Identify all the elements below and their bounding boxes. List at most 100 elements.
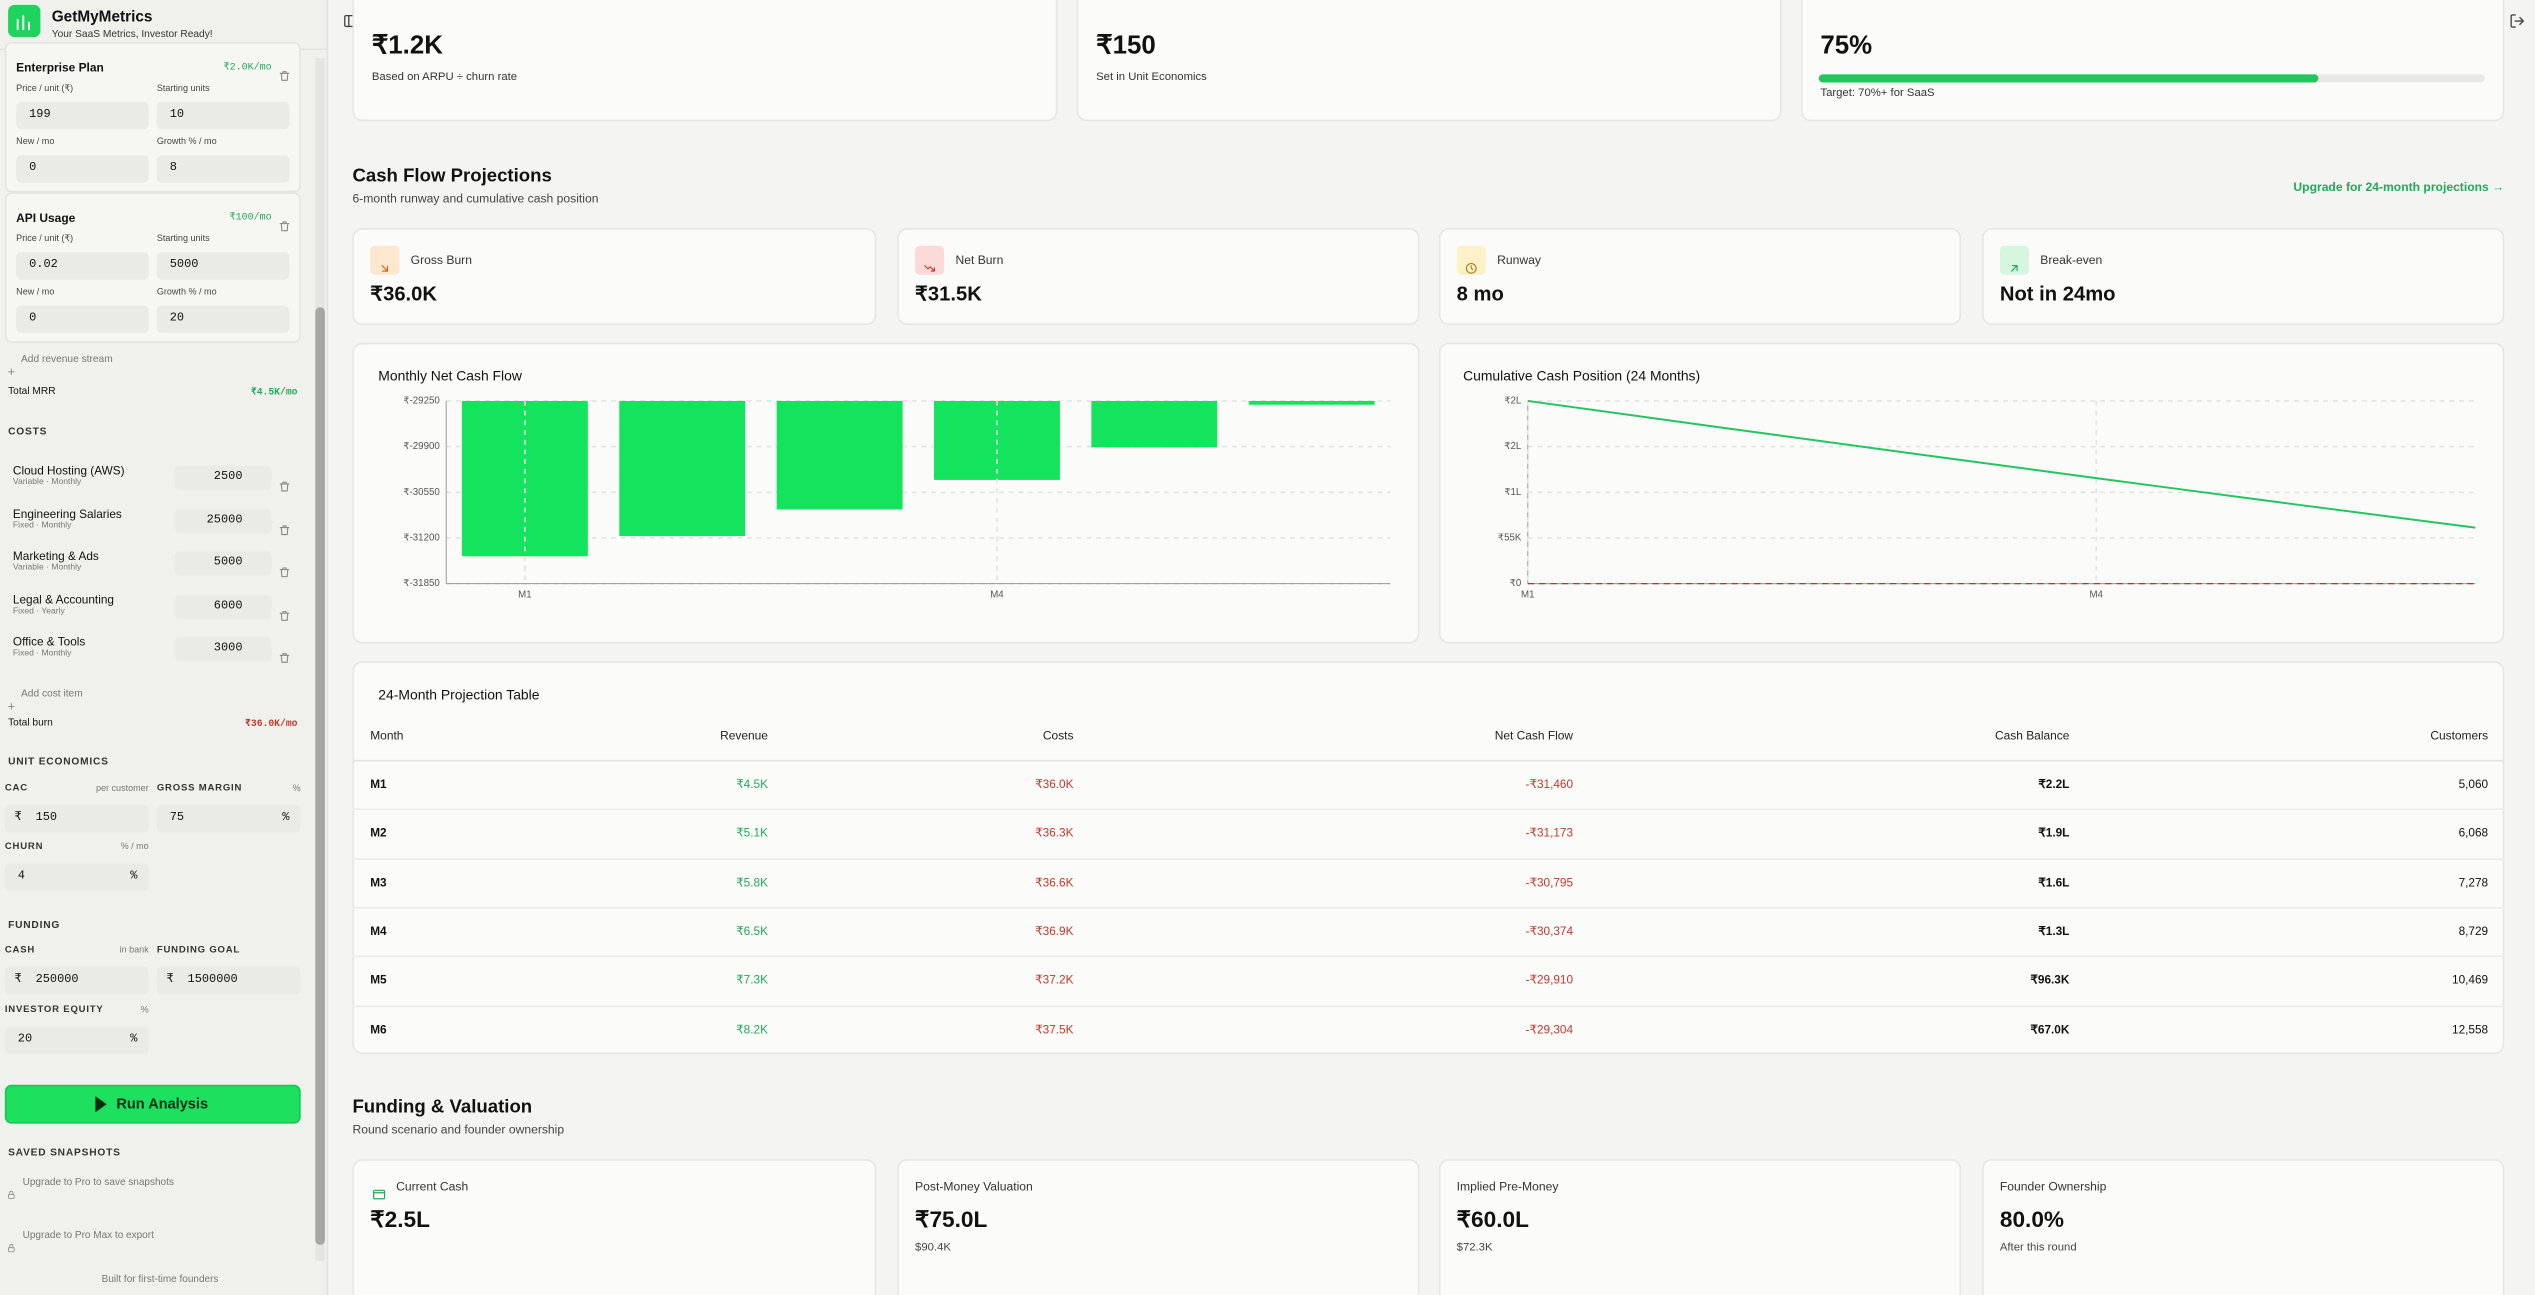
add-cost-item: Add cost item xyxy=(21,688,83,700)
icon-part xyxy=(2011,265,2018,272)
icon-part xyxy=(279,71,290,81)
table-cell: ₹7.3K xyxy=(736,972,768,988)
table-cell: M2 xyxy=(370,825,387,841)
metric-note: Set in Unit Economics xyxy=(1096,71,1207,84)
icon-part xyxy=(2510,14,2524,28)
field-suffix: % xyxy=(130,1032,138,1046)
column-header: Revenue xyxy=(720,727,768,743)
cost-value: 25000 xyxy=(206,513,243,527)
run-analysis-button[interactable] xyxy=(4,1084,301,1124)
table-cell: ₹36.9K xyxy=(1035,923,1074,939)
field-label: New / mo xyxy=(16,288,55,298)
field-label: CHURN xyxy=(4,842,44,853)
field-input[interactable] xyxy=(4,966,149,995)
run-analysis-label: Run Analysis xyxy=(116,1095,209,1112)
field-label: Starting units xyxy=(156,84,210,95)
cost-input[interactable] xyxy=(174,465,272,490)
table-cell: 5,060 xyxy=(2458,776,2489,792)
valuation-card xyxy=(1438,1159,1962,1295)
field-input[interactable] xyxy=(16,155,149,183)
field-input[interactable] xyxy=(156,155,290,183)
icon-part xyxy=(279,221,290,232)
delete-cost[interactable] xyxy=(278,643,291,663)
field-input[interactable] xyxy=(156,966,301,995)
cost-value: 3000 xyxy=(213,641,243,655)
app-name: GetMyMetrics xyxy=(51,8,153,27)
delete-cost[interactable] xyxy=(278,472,291,492)
icon-part xyxy=(381,265,389,272)
icon-part xyxy=(279,567,290,578)
icon-part xyxy=(381,265,389,272)
field-input[interactable] xyxy=(16,101,149,130)
delete-stream[interactable] xyxy=(278,61,291,81)
cost-meta: Variable · Monthly xyxy=(12,563,82,573)
table-cell: 10,469 xyxy=(2452,972,2489,988)
field-value: 0 xyxy=(29,311,37,325)
export-note: Upgrade to Pro Max to export xyxy=(22,1230,154,1242)
field-input[interactable] xyxy=(16,305,149,334)
logout-button[interactable] xyxy=(2509,8,2525,28)
table-cell: ₹36.0K xyxy=(1035,776,1074,792)
kpi-icon xyxy=(1465,254,1478,274)
cash-icon xyxy=(372,1180,387,1200)
field-input[interactable] xyxy=(4,863,149,891)
field-label: FUNDING GOAL xyxy=(156,945,241,956)
field-hint: % xyxy=(140,1005,149,1016)
delete-cost[interactable] xyxy=(278,558,291,578)
valuation-label: Post-Money Valuation xyxy=(915,1178,1033,1194)
delete-stream[interactable] xyxy=(278,212,291,232)
cost-input[interactable] xyxy=(174,509,272,534)
field-label: CAC xyxy=(4,784,28,794)
table-cell: -₹30,795 xyxy=(1525,874,1574,890)
kpi-label: Gross Burn xyxy=(410,252,472,268)
field-label: Starting units xyxy=(156,234,210,245)
cost-input[interactable] xyxy=(174,594,272,620)
table-card xyxy=(352,661,2505,1055)
icon-part xyxy=(2510,14,2524,28)
field-input[interactable] xyxy=(4,805,149,833)
total-mrr-label: Total MRR xyxy=(8,386,56,398)
delete-cost[interactable] xyxy=(278,516,291,536)
cost-meta: Fixed · Monthly xyxy=(12,648,72,659)
table-cell: ₹5.8K xyxy=(736,874,768,890)
table-cell: ₹96.3K xyxy=(2030,972,2070,988)
field-input[interactable] xyxy=(156,805,301,833)
field-input[interactable] xyxy=(16,252,149,280)
field-suffix: % xyxy=(130,869,138,883)
delete-cost[interactable] xyxy=(278,601,291,621)
icon-part xyxy=(373,1189,386,1200)
kpi-card xyxy=(1982,227,2505,325)
icon-part xyxy=(8,1193,15,1199)
valuation-label: Implied Pre-Money xyxy=(1456,1178,1559,1194)
field-prefix: ₹ xyxy=(14,972,22,986)
section-subtitle: 6-month runway and cumulative cash posit… xyxy=(352,191,599,206)
table-cell: ₹37.2K xyxy=(1035,972,1074,988)
field-prefix: ₹ xyxy=(14,811,22,825)
field-input[interactable] xyxy=(156,252,290,280)
table-cell: ₹36.6K xyxy=(1035,874,1074,890)
table-cell: M1 xyxy=(370,776,387,792)
kpi-card xyxy=(352,227,877,325)
icon-part xyxy=(9,1190,14,1195)
field-suffix: % xyxy=(282,811,290,825)
stream-name: API Usage xyxy=(16,210,76,226)
funding-heading: FUNDING xyxy=(8,919,61,931)
table-cell: -₹30,374 xyxy=(1525,923,1574,939)
snapshots-note: Upgrade to Pro to save snapshots xyxy=(22,1176,174,1189)
table-cell: ₹37.5K xyxy=(1035,1021,1074,1037)
sidebar-scroll-thumb[interactable] xyxy=(315,307,325,1245)
icon-part xyxy=(279,611,290,621)
field-input[interactable] xyxy=(156,101,290,130)
cost-name: Office & Tools xyxy=(12,634,86,649)
field-label: Price / unit (₹) xyxy=(16,84,74,95)
total-mrr: ₹4.5K/mo xyxy=(250,386,298,398)
upgrade-link[interactable]: Upgrade for 24-month projections → xyxy=(2293,179,2505,195)
field-input[interactable] xyxy=(4,1026,149,1055)
add-revenue-stream: Add revenue stream xyxy=(21,353,113,366)
field-input[interactable] xyxy=(156,305,290,334)
cost-input[interactable] xyxy=(174,636,272,662)
cost-input[interactable] xyxy=(174,551,272,576)
table-cell: M4 xyxy=(370,923,387,939)
valuation-value: ₹75.0L xyxy=(915,1206,988,1232)
lock-icon xyxy=(6,1232,16,1253)
